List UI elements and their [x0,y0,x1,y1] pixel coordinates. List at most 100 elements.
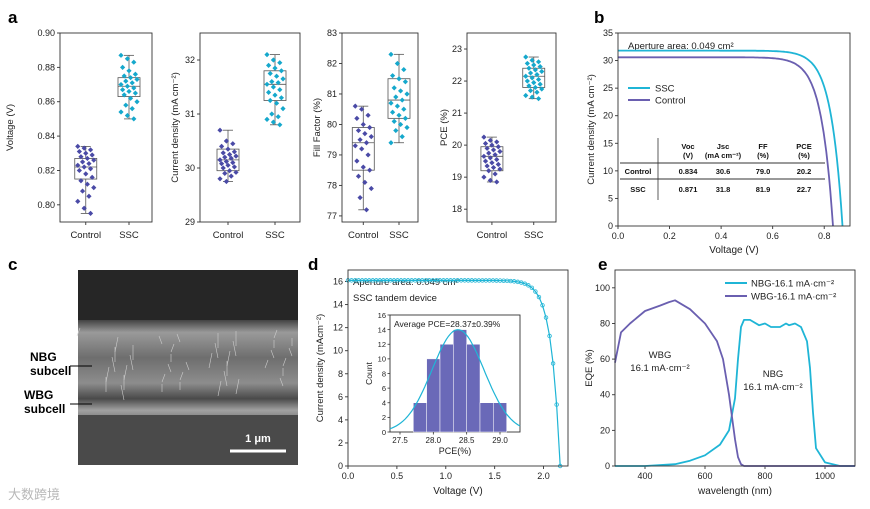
data-point-a1-0-19 [91,185,97,191]
data-point-a1-0-6 [78,154,84,160]
line-chart-e: 400 600 800 1000 0 20 40 60 80 100 wavelength (nm)… [584,279,855,497]
inset-ytick-label-d-2: 4 [382,399,386,408]
plot-frame-a4 [466,32,557,223]
data-point-a4-1-18 [532,84,538,91]
data-point-a2-1-1 [270,57,276,63]
data-point-a2-1-8 [280,76,286,82]
table-cell-b-1-4: 22.7 [797,185,812,194]
data-point-a1-0-16 [89,174,95,180]
inset-xlabel-d: PCE(%) [439,446,472,456]
series-line-b-1 [618,56,834,227]
sem-grain-14 [176,333,181,343]
sem-label-wbg: WBG subcell [24,388,65,416]
data-point-a3-1-21 [399,134,405,140]
data-point-a2-1-9 [269,79,275,85]
data-point-a1-0-22 [75,198,81,204]
data-point-a1-1-23 [124,112,130,119]
data-point-a3-1-19 [404,124,410,131]
data-point-a1-1-5 [132,71,138,77]
data-point-a1-0-21 [86,193,92,199]
data-point-a4-0-8 [497,148,503,155]
ytick-label-b-2: 10 [603,166,613,176]
box-a2-1 [263,70,287,101]
ytick-label-a3-6: 83 [327,28,337,38]
data-point-a3-0-13 [365,152,371,158]
table-header-b-1-1: (V) [683,151,694,160]
data-point-a4-1-4 [531,62,537,68]
hist-bar-d-4 [466,344,481,433]
data-point-a2-1-4 [272,65,278,71]
inset-ytick-label-d-4: 8 [382,369,386,378]
sem-grain-38 [158,335,163,345]
data-point-a2-0-10 [228,155,234,161]
data-point-a2-0-19 [233,169,239,175]
legend-label-b-0: SSC [655,84,675,95]
data-point-a1-0-7 [84,155,90,162]
data-point-a4-0-6 [484,145,490,151]
xtick-label-a2-1: SSC [265,230,285,241]
xtick-label-b-3: 0.6 [766,231,779,241]
data-point-a2-1-23 [270,119,276,125]
label-e-wbg: WBG [649,350,672,361]
inset-ytick-label-d-7: 14 [378,325,386,334]
sem-grain-36 [264,359,269,369]
xlabel-e: wavelength (nm) [697,486,772,497]
ytick-label-b-3: 15 [603,138,613,148]
data-point-a2-1-20 [269,111,275,117]
data-point-a3-1-12 [394,103,400,109]
data-point-a1-0-4 [83,150,89,156]
data-point-a4-0-17 [484,163,490,169]
data-point-a1-1-18 [128,95,134,101]
inset-histogram-d: 27.5 28.0 28.5 29.0 0 2 4 6 8 10 12 14 16 PCE(%) Count… [364,311,521,456]
data-point-a2-1-19 [280,106,286,112]
data-point-a1-0-5 [89,152,95,158]
data-point-a2-1-18 [274,100,280,106]
label-e-nbg-value: 16.1 mA·cm⁻² [743,382,802,393]
ytick-label-d-8: 16 [333,277,343,287]
ytick-label-d-1: 2 [338,438,343,448]
data-point-a3-1-15 [396,112,402,118]
ytick-label-a1-1: 0.82 [37,165,55,175]
series-marker-d-57 [547,333,552,339]
ylabel-a1: Voltage (V) [5,104,16,151]
xtick-label-e-0: 400 [637,471,652,481]
data-point-a1-0-18 [84,181,90,187]
inset-xtick-label-d-0: 27.5 [392,436,408,445]
data-point-a1-1-22 [118,109,124,115]
data-point-a4-1-9 [527,70,534,76]
panel-label-b: b [594,8,605,27]
data-point-a1-0-13 [87,166,94,172]
xlabel-b: Voltage (V) [709,245,758,256]
sem-label-nbg-line2: subcell [30,364,72,378]
sem-grain-20 [279,377,284,387]
ytick-label-e-3: 60 [600,354,610,364]
data-point-a3-1-1 [394,60,400,67]
data-point-a1-1-21 [129,106,135,112]
sem-label-wbg-line1: WBG [24,388,54,402]
table-cell-b-0-2: 30.6 [716,167,731,176]
data-point-a1-1-15 [126,88,132,95]
watermark: 大数跨境 [8,488,61,503]
legend-label-e-0: NBG-16.1 mA·cm⁻² [751,279,834,290]
table-cell-b-0-0: Control [625,167,652,176]
panel-label-a: a [8,8,18,27]
data-point-a4-1-22 [523,92,529,99]
ytick-label-e-1: 20 [600,425,610,435]
ytick-label-d-2: 4 [338,415,343,425]
data-point-a3-0-19 [368,185,374,192]
table-header-b-1-0: Voc [681,142,694,151]
sem-grain-2 [185,361,190,371]
data-point-a3-1-16 [402,115,408,121]
legend-label-e-1: WBG-16.1 mA·cm⁻² [751,292,836,303]
data-point-a1-1-8 [134,76,140,82]
data-point-a2-0-7 [227,151,233,158]
ytick-label-a1-5: 0.90 [37,28,55,38]
data-point-a2-1-5 [278,68,284,74]
data-point-a4-1-7 [532,67,538,73]
xtick-label-e-3: 1000 [815,471,835,481]
data-point-a1-0-3 [76,148,82,155]
data-point-a4-1-23 [529,94,535,100]
data-point-a3-0-1 [359,106,365,112]
data-point-a2-1-10 [275,80,281,86]
